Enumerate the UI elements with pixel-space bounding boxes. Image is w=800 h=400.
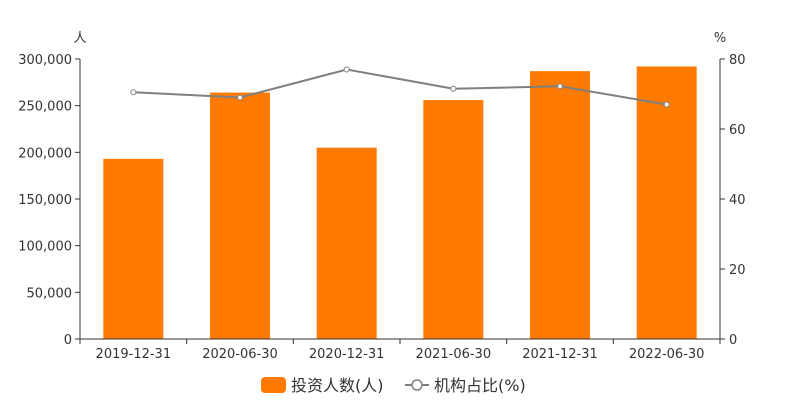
x-tick-label: 2020-12-31: [309, 347, 385, 362]
line-point: [343, 66, 350, 73]
y-left-tick-label: 0: [64, 333, 72, 348]
bar: [530, 71, 590, 339]
line-series: [130, 66, 670, 108]
x-tick-label: 2021-06-30: [416, 347, 492, 362]
x-tick-label: 2021-12-31: [522, 347, 598, 362]
bar-series: [103, 66, 697, 339]
y-right-tick-label: 0: [729, 333, 737, 348]
y-left-tick-label: 150,000: [18, 193, 72, 208]
y-right-tick-label: 20: [729, 263, 746, 278]
line-point: [663, 101, 670, 108]
bar: [423, 100, 484, 339]
x-tick-label: 2020-06-30: [202, 347, 278, 362]
y-right-tick-label: 80: [729, 53, 746, 68]
bar: [316, 147, 377, 339]
line-point: [237, 94, 243, 101]
x-tick-label: 2019-12-31: [96, 347, 172, 362]
line-point: [450, 85, 457, 92]
legend-line-label: 机构占比(%): [434, 376, 526, 395]
axes: 0 50,000 100,000 150,000 200,000 250,000 300,0…: [18, 53, 745, 362]
bar: [103, 158, 164, 339]
y-left-tick-label: 200,000: [18, 146, 72, 161]
line-path: [133, 68, 667, 106]
right-axis-unit: %: [714, 31, 726, 46]
legend-bar-swatch: [261, 377, 286, 393]
line-point: [130, 89, 137, 96]
y-right-tick-label: 60: [729, 123, 746, 138]
line-point: [557, 83, 563, 90]
y-left-tick-label: 50,000: [27, 286, 73, 301]
bar: [636, 66, 697, 339]
left-axis-unit: 人: [73, 31, 86, 46]
legend: 投资人数(人) 机构占比(%): [261, 376, 526, 395]
y-left-tick-label: 100,000: [18, 240, 72, 255]
y-left-tick-label: 250,000: [18, 100, 72, 115]
legend-bar-label: 投资人数(人): [291, 376, 384, 395]
y-right-tick-label: 40: [729, 193, 746, 208]
x-tick-label: 2022-06-30: [629, 347, 705, 362]
bar: [210, 92, 270, 339]
y-left-tick-label: 300,000: [18, 53, 72, 68]
legend-line-marker: [411, 379, 423, 391]
